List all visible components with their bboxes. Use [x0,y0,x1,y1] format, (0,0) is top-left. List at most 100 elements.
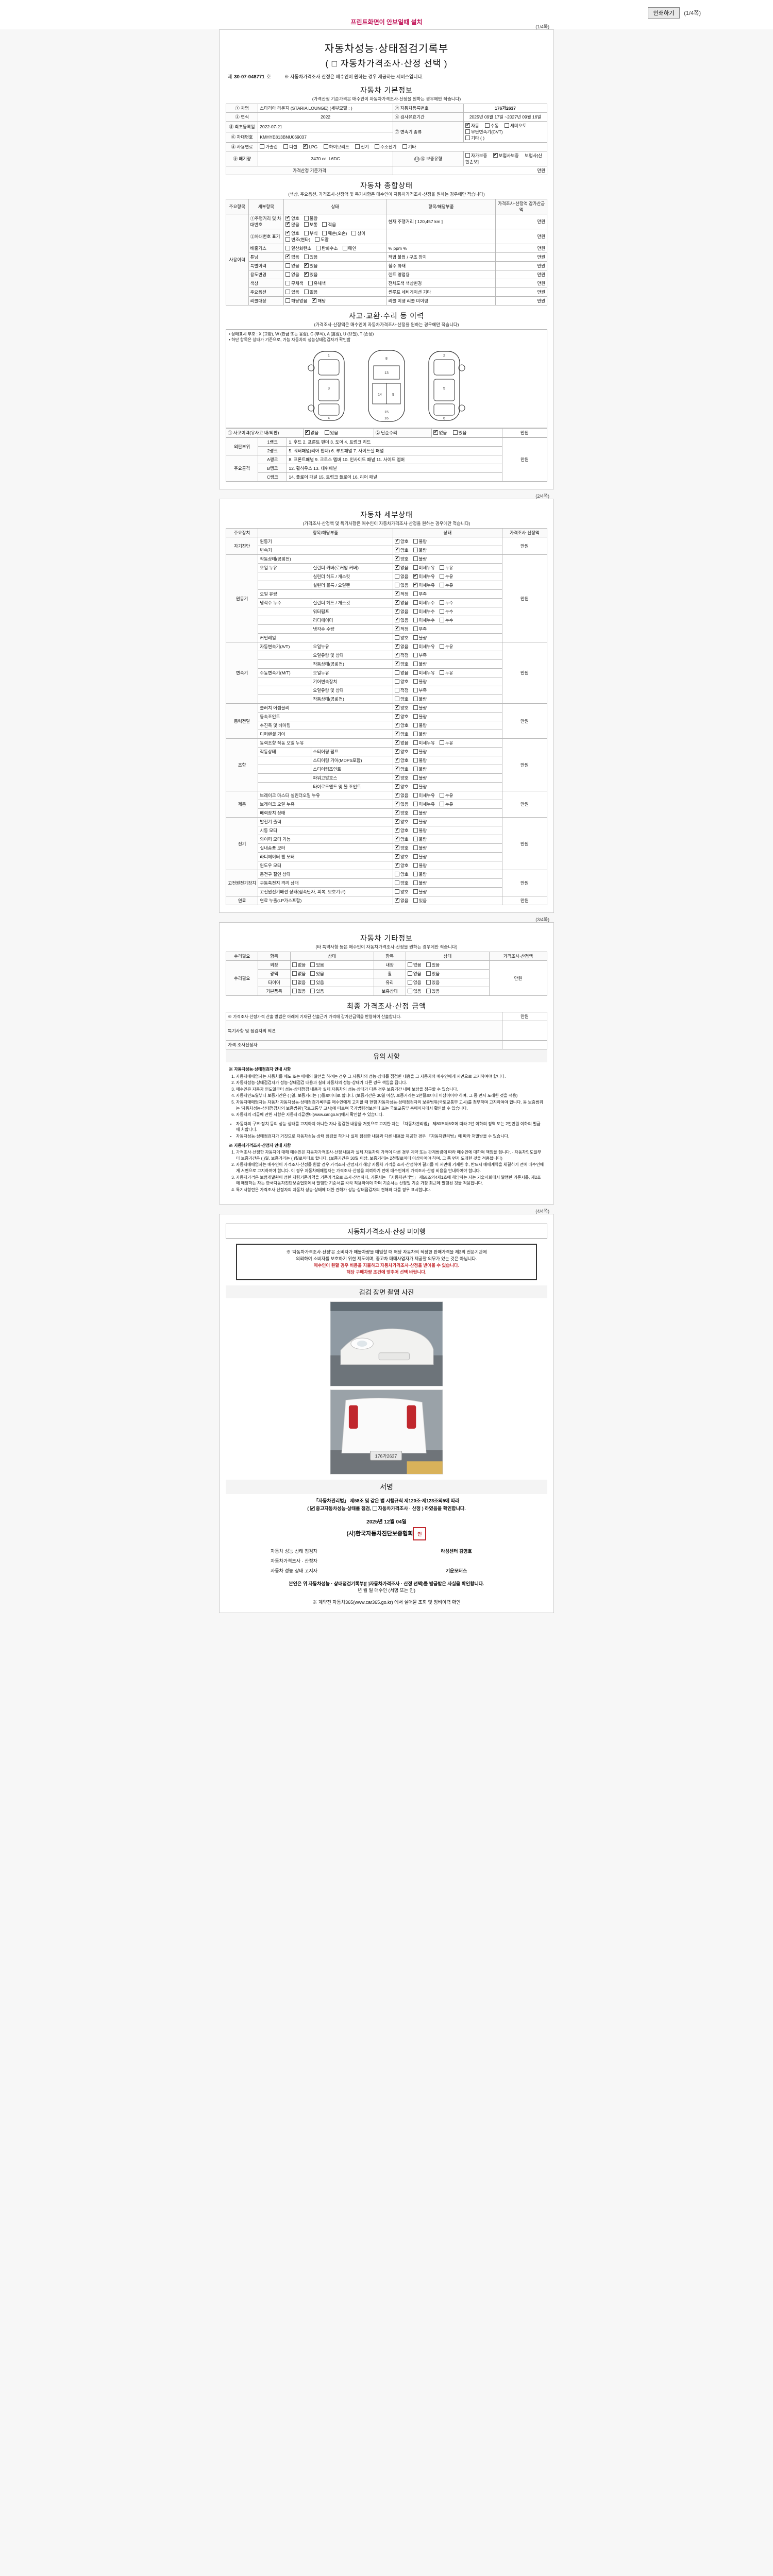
detail-state[interactable]: 양호 불량 [392,861,502,870]
print-button[interactable]: 인쇄하기 [647,7,680,19]
checkbox-detail-7-1-1[interactable] [413,880,418,885]
checkbox-accident-none[interactable] [305,429,310,435]
checkbox-overall-0b-0[interactable] [285,221,291,227]
detail-state[interactable]: 없음 미세누수 누수 [392,616,502,625]
car-side-left-diagram[interactable]: 1 3 4 [306,347,355,425]
detail-state[interactable]: 양호 불량 [392,817,502,826]
car-top-diagram[interactable]: 8 13 14 9 15 16 [358,347,415,425]
checkbox-etc-a-0-0[interactable] [292,962,297,967]
detail-state[interactable]: 양호 불량 [392,677,502,686]
checkbox-overall-1-1[interactable] [304,231,309,235]
detail-state[interactable]: 양호 불량 [392,887,502,896]
detail-state[interactable]: 양호 불량 [392,782,502,791]
detail-state[interactable]: 양호 불량 [392,870,502,879]
checkbox-overall-2-1[interactable] [316,246,321,250]
checkbox-overall-4-0[interactable] [285,263,291,268]
checkbox-detail-2-5-0[interactable] [394,688,399,692]
checkbox-etc-b-3-1[interactable] [426,989,431,993]
checkbox-detail-1-9-0[interactable] [394,635,399,640]
checkbox-fuel-hybrid[interactable] [323,144,328,149]
checkbox-detail-2-6-1[interactable] [413,697,418,701]
checkbox-overall-3-1[interactable] [304,255,309,259]
checkbox-detail-1-1-0[interactable] [394,564,399,570]
checkbox-trans-cvt[interactable] [465,129,470,134]
etc-state-b[interactable]: 없음 있음 [405,978,490,987]
checkbox-warranty-self[interactable] [465,153,470,158]
overall-state[interactable]: 있음 없음 [283,287,387,297]
checkbox-detail-7-2-1[interactable] [413,889,418,894]
trans-options[interactable]: 자동 수동 세미오토 무단변속기(CVT) 기타 ( ) [463,121,547,143]
detail-state[interactable]: 양호 불량 [392,537,502,546]
checkbox-detail-4-5-0[interactable] [394,783,399,789]
checkbox-detail-4-2-1[interactable] [413,758,418,762]
checkbox-detail-3-2-1[interactable] [413,723,418,727]
checkbox-overall-3-0[interactable] [285,253,291,259]
checkbox-detail-3-1-0[interactable] [394,713,399,719]
checkbox-etc-b-1-0[interactable] [407,971,412,976]
checkbox-overall-8-0[interactable] [285,298,291,303]
checkbox-overall-2-2[interactable] [342,246,347,250]
checkbox-detail-6-3-1[interactable] [413,845,418,850]
detail-state[interactable]: 양호 불량 [392,712,502,721]
checkbox-etc-b-2-1[interactable] [426,980,431,985]
detail-state[interactable]: 없음 미세누유 누유 [392,642,502,651]
checkbox-detail-2-5-1[interactable] [413,688,418,692]
overall-state[interactable]: 해당없음 해당 [283,296,387,306]
checkbox-detail-1-4-1[interactable] [413,591,418,596]
checkbox-detail-1-0-1[interactable] [413,556,418,561]
overall-state[interactable]: 일산화탄소 탄화수소 매연 [283,244,387,253]
detail-state[interactable]: 적정 부족 [392,624,502,634]
detail-state[interactable]: 없음 미세누유 누유 [392,581,502,590]
checkbox-detail-6-2-1[interactable] [413,837,418,841]
checkbox-detail-6-0-1[interactable] [413,819,418,824]
checkbox-detail-1-8-0[interactable] [394,625,399,631]
checkbox-detail-6-5-0[interactable] [394,862,399,868]
checkbox-overall-0-1[interactable] [304,216,309,221]
checkbox-trans-manual[interactable] [485,123,490,128]
checkbox-detail-0-1-0[interactable] [394,547,399,552]
checkbox-price-estimate[interactable] [372,1505,377,1511]
checkbox-detail-2-1-0[interactable] [394,652,399,657]
checkbox-etc-b-0-0[interactable] [407,962,412,967]
checkbox-overall-1-4[interactable] [285,237,291,242]
car-side-right-diagram[interactable]: 2 5 6 [418,347,467,425]
etc-state-a[interactable]: 없음 있음 [290,987,374,996]
etc-state-a[interactable]: 없음 있음 [290,969,374,978]
detail-state[interactable]: 양호 불량 [392,826,502,835]
checkbox-detail-5-0-0[interactable] [394,792,399,798]
checkbox-detail-6-2-0[interactable] [394,836,399,841]
checkbox-detail-1-0-0[interactable] [394,555,399,561]
detail-state[interactable]: 없음 미세누유 누유 [392,791,502,800]
detail-state[interactable]: 양호 불량 [392,703,502,713]
checkbox-detail-5-0-1[interactable] [413,793,418,798]
checkbox-simple-yes[interactable] [452,430,458,435]
checkbox-detail-6-1-0[interactable] [394,827,399,833]
checkbox-detail-3-3-0[interactable] [394,731,399,736]
checkbox-detail-5-2-1[interactable] [413,810,418,815]
checkbox-overall-0-0[interactable] [285,215,291,221]
checkbox-detail-5-0-2[interactable] [439,793,444,798]
checkbox-etc-a-1-1[interactable] [310,971,315,976]
checkbox-fuel-diesel[interactable] [283,144,289,149]
checkbox-detail-1-1-1[interactable] [413,565,418,570]
checkbox-fuel-gasoline[interactable] [260,144,265,149]
detail-state[interactable]: 없음 미세누수 누수 [392,607,502,616]
checkbox-etc-b-2-0[interactable] [407,980,412,985]
checkbox-overall-4-1[interactable] [304,262,309,268]
checkbox-detail-2-4-0[interactable] [394,679,399,684]
checkbox-detail-4-1-1[interactable] [413,749,418,754]
checkbox-overall-1-0[interactable] [285,230,291,235]
checkbox-etc-a-1-0[interactable] [292,971,297,976]
warranty-options[interactable]: 자가보증 보험사보증 보험사[신한손보] [463,151,547,166]
checkbox-etc-a-2-0[interactable] [292,980,297,985]
checkbox-detail-1-6-0[interactable] [394,608,399,614]
checkbox-detail-1-1-2[interactable] [439,565,444,570]
checkbox-overall-5-0[interactable] [285,272,291,277]
checkbox-detail-2-3-0[interactable] [394,670,399,675]
detail-state[interactable]: 양호 불량 [392,659,502,669]
checkbox-trans-other[interactable] [465,135,470,140]
checkbox-detail-4-0-1[interactable] [413,740,418,745]
etc-state-b[interactable]: 없음 있음 [405,960,490,970]
fuel-options[interactable]: 가솔린 디젤 LPG 하이브리드 전기 수소전기 기타 [258,142,547,151]
checkbox-detail-1-8-1[interactable] [413,626,418,631]
